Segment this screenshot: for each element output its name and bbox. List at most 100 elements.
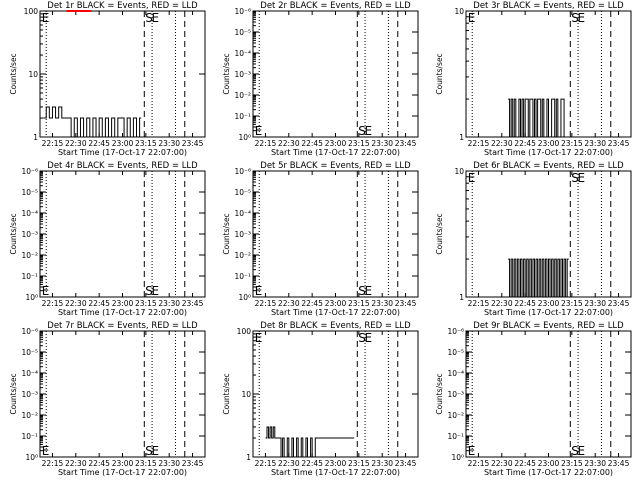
x-axis-label: Start Time (17-Oct-17 22:07:00) [271,148,400,157]
x-tick-label: 22:30 [278,459,300,468]
series-events-line [508,258,569,298]
time-marker-label: E [578,444,586,458]
x-tick-label: 22:15 [468,299,490,308]
time-marker-label: E [365,331,373,345]
x-tick-label: 23:00 [538,299,560,308]
y-tick-label: 10⁻⁴ [234,209,251,218]
y-axis-label: Counts/sec [222,53,231,94]
series-events-line [43,106,142,138]
detector-panel-2: Det 2r BLACK = Events, RED = LLD 22:15 22:… [222,1,419,157]
x-tick-label: 23:00 [538,139,560,148]
time-marker-label: E [255,284,263,298]
x-tick-label: 23:15 [135,459,157,468]
y-tick-label: 10⁻² [447,411,464,420]
x-tick-label: 23:30 [371,299,393,308]
x-tick-label: 22:30 [65,139,87,148]
x-tick-label: 22:45 [301,299,323,308]
x-tick-label: 22:30 [278,139,300,148]
series-events-line [508,98,566,138]
y-tick-label: 1 [459,133,464,142]
x-axis-label: Start Time (17-Oct-17 22:07:00) [271,468,400,477]
time-marker-label: E [365,124,373,138]
x-tick-label: 23:45 [395,299,417,308]
y-tick-label: 10⁻⁶ [234,7,251,16]
y-tick-label: 10⁻⁶ [21,167,38,176]
x-tick-label: 22:15 [255,459,277,468]
x-tick-label: 23:30 [371,459,393,468]
panel-title: Det 7r BLACK = Events, RED = LLD [47,321,198,331]
x-tick-label: 23:00 [325,299,347,308]
time-marker-label: E [42,444,50,458]
y-tick-label: 10⁻³ [21,230,38,239]
x-tick-label: 23:30 [584,459,606,468]
time-marker-label: S [145,11,153,25]
time-marker-label: E [365,284,373,298]
x-tick-label: 22:30 [278,299,300,308]
time-marker-label: E [152,11,160,25]
x-tick-label: 23:15 [348,139,370,148]
x-tick-label: 22:15 [42,459,64,468]
plot-frame [252,10,419,138]
x-tick-label: 22:45 [514,459,536,468]
x-tick-label: 23:45 [182,139,204,148]
y-tick-label: 10 [454,7,464,16]
y-tick-label: 10⁻⁴ [234,49,251,58]
y-tick-label: 10⁻⁴ [447,369,464,378]
time-marker-label: E [468,11,476,25]
x-tick-label: 22:15 [255,139,277,148]
x-tick-label: 22:45 [88,459,110,468]
time-marker-label: E [42,11,50,25]
time-marker-label: S [145,284,153,298]
time-marker-label: E [578,11,586,25]
x-tick-label: 22:30 [65,299,87,308]
series-events-line [265,426,355,458]
panel-title: Det 3r BLACK = Events, RED = LLD [473,1,624,11]
x-tick-label: 23:30 [158,139,180,148]
x-tick-label: 23:00 [112,139,134,148]
y-tick-label: 10⁻⁶ [447,327,464,336]
x-tick-label: 22:45 [301,459,323,468]
x-tick-label: 22:30 [65,459,87,468]
y-tick-label: 10⁻³ [21,390,38,399]
x-tick-label: 23:15 [135,139,157,148]
x-tick-label: 22:15 [42,299,64,308]
y-tick-label: 10⁰ [451,453,464,462]
panel-title: Det 2r BLACK = Events, RED = LLD [260,1,411,11]
x-tick-label: 22:15 [42,139,64,148]
y-tick-label: 10⁻⁵ [21,188,38,197]
panel-title: Det 9r BLACK = Events, RED = LLD [473,321,624,331]
y-tick-label: 10⁻¹ [234,272,251,281]
panel-title: Det 8r BLACK = Events, RED = LLD [260,321,411,331]
time-marker-label: E [468,171,476,185]
time-marker-label: E [42,284,50,298]
y-tick-label: 10⁰ [238,293,251,302]
x-axis-label: Start Time (17-Oct-17 22:07:00) [484,148,613,157]
time-marker-label: S [358,124,366,138]
y-tick-label: 10⁻² [234,91,251,100]
x-tick-label: 23:30 [584,139,606,148]
x-axis-label: Start Time (17-Oct-17 22:07:00) [484,308,613,317]
x-tick-label: 22:30 [491,299,513,308]
x-axis-label: Start Time (17-Oct-17 22:07:00) [484,468,613,477]
x-tick-label: 23:15 [348,299,370,308]
x-tick-label: 23:30 [158,299,180,308]
time-marker-label: E [578,171,586,185]
y-tick-label: 10⁻² [21,411,38,420]
x-tick-label: 23:45 [395,139,417,148]
y-tick-label: 10⁻⁵ [234,28,251,37]
x-tick-label: 22:45 [514,299,536,308]
time-marker-label: S [358,331,366,345]
x-tick-label: 23:30 [584,299,606,308]
y-tick-label: 10⁻⁴ [21,209,38,218]
y-tick-label: 100 [237,327,252,336]
x-tick-label: 23:45 [608,299,630,308]
x-tick-label: 22:45 [88,139,110,148]
y-tick-label: 10⁻⁴ [21,369,38,378]
time-marker-label: E [468,444,476,458]
plot-frame [252,170,419,298]
y-tick-label: 10⁻⁵ [447,348,464,357]
